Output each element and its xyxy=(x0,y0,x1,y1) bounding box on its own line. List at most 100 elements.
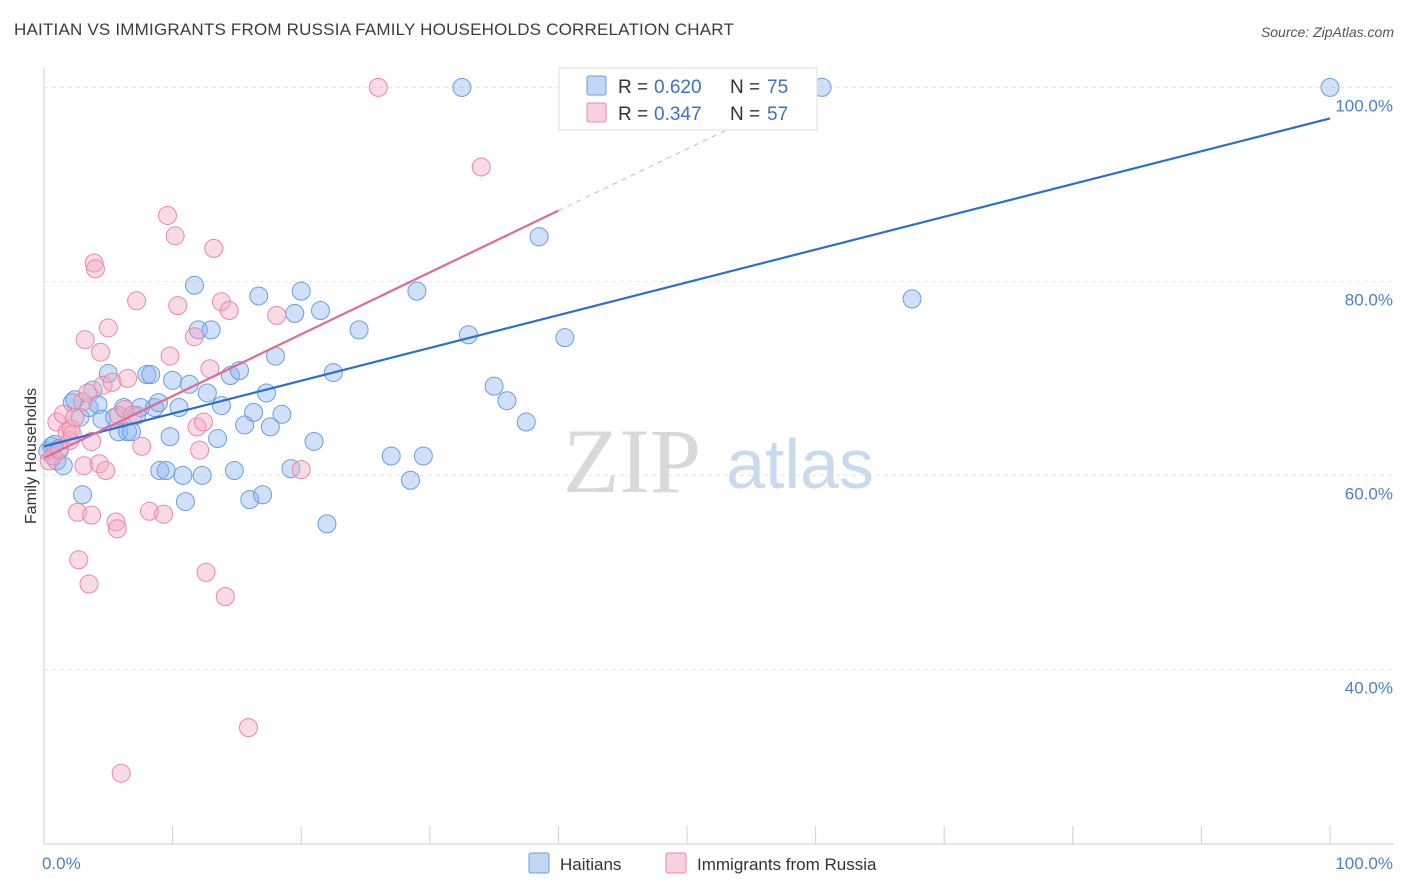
haitians-point xyxy=(192,465,212,485)
haitians-point xyxy=(516,412,536,432)
russia-point xyxy=(368,77,388,97)
haitians-point xyxy=(160,427,180,447)
haitians-point xyxy=(484,376,504,396)
watermark: ZIP atlas xyxy=(563,410,874,512)
haitians-point xyxy=(184,275,204,295)
stats-n-label-russia: N = xyxy=(730,104,760,125)
legend-label-russia: Immigrants from Russia xyxy=(697,855,877,874)
russia-point xyxy=(204,238,224,258)
watermark-atlas: atlas xyxy=(726,425,874,503)
russia-point xyxy=(69,550,89,570)
haitians-point xyxy=(285,303,305,323)
russia-point xyxy=(75,330,95,350)
stats-swatch-haitians xyxy=(586,75,607,96)
haitians-point xyxy=(381,446,401,466)
haitians-point xyxy=(175,492,195,512)
russia-point xyxy=(67,502,87,522)
russia-point xyxy=(193,412,213,432)
gridlines xyxy=(44,86,1394,670)
russia-point xyxy=(291,460,311,480)
y-axis-title: Family Households xyxy=(23,388,40,524)
russia-point xyxy=(471,157,491,177)
stats-r-value-haitians: 0.620 xyxy=(654,77,702,98)
russia-point xyxy=(78,383,98,403)
stats-n-value-haitians: 75 xyxy=(767,77,788,98)
haitians-point xyxy=(249,286,269,306)
haitians-point xyxy=(73,485,93,505)
watermark-zip: ZIP xyxy=(563,410,701,512)
haitians-point xyxy=(163,370,183,390)
russia-point xyxy=(85,259,105,279)
russia-point xyxy=(267,305,287,325)
y-tick-label: 40.0% xyxy=(1345,678,1393,697)
y-tick-label: 100.0% xyxy=(1335,96,1393,115)
russia-point xyxy=(79,574,99,594)
stats-r-label-haitians: R = xyxy=(618,77,648,98)
haitians-point xyxy=(256,383,276,403)
russia-point xyxy=(102,372,122,392)
russia-point xyxy=(91,342,111,362)
haitians-point xyxy=(310,301,330,320)
russia-point xyxy=(184,327,204,347)
stats-swatch-russia xyxy=(586,102,607,123)
russia-point xyxy=(187,417,207,437)
haitians-point xyxy=(304,431,324,451)
russia-trendline xyxy=(43,209,559,459)
haitians-point xyxy=(902,289,922,309)
russia-point xyxy=(168,296,188,316)
haitians-point xyxy=(317,514,337,534)
haitians-point xyxy=(201,320,221,340)
haitians-point xyxy=(413,446,433,466)
haitians-point xyxy=(349,320,369,340)
source-label: Source: ZipAtlas.com xyxy=(1260,24,1394,40)
y-tick-labels: 40.0% 60.0% 80.0% 100.0% xyxy=(1335,96,1393,697)
russia-point xyxy=(154,504,174,524)
russia-point xyxy=(160,346,180,366)
russia-point xyxy=(61,419,81,439)
russia-point xyxy=(118,368,138,388)
haitians-point xyxy=(458,325,478,345)
haitians-point xyxy=(401,470,421,490)
russia-point xyxy=(132,436,152,456)
haitians-trendline xyxy=(43,117,1331,448)
russia-point xyxy=(98,318,118,338)
haitians-point xyxy=(555,328,575,348)
haitians-point xyxy=(141,365,161,385)
haitians-point xyxy=(173,465,193,485)
haitians-point xyxy=(1320,77,1340,97)
haitians-point xyxy=(291,281,311,301)
russia-point xyxy=(139,501,159,521)
russia-point xyxy=(215,587,235,607)
legend-swatch-russia xyxy=(665,852,687,874)
chart-title: HAITIAN VS IMMIGRANTS FROM RUSSIA FAMILY… xyxy=(14,20,735,39)
haitians-point xyxy=(407,281,427,301)
haitians-point xyxy=(240,490,260,510)
haitians-point xyxy=(224,461,244,481)
haitians-point xyxy=(150,461,170,481)
stats-r-label-russia: R = xyxy=(618,104,648,125)
legend-swatch-haitians xyxy=(528,852,550,874)
russia-point xyxy=(157,205,177,225)
russia-point xyxy=(84,253,104,273)
haitians-point xyxy=(253,485,273,505)
russia-point xyxy=(107,519,127,539)
y-tick-label: 80.0% xyxy=(1345,290,1393,309)
x-tick-labels: 0.0% 100.0% xyxy=(42,854,1393,873)
russia-point xyxy=(106,512,126,532)
haitians-point xyxy=(497,391,517,411)
russia-trendline-extension xyxy=(558,86,816,212)
x-tick-label-max: 100.0% xyxy=(1335,854,1393,873)
trendlines xyxy=(43,86,1331,459)
russia-point xyxy=(73,392,93,412)
russia-point xyxy=(165,226,185,246)
russia-point xyxy=(65,407,85,427)
stats-n-value-russia: 57 xyxy=(767,104,788,125)
russia-point xyxy=(111,763,131,783)
legend-label-haitians: Haitians xyxy=(560,855,621,874)
haitians-point xyxy=(244,402,264,422)
russia-point xyxy=(196,562,216,582)
russia-point xyxy=(219,301,239,320)
haitians-point xyxy=(281,459,301,479)
bottom-legend: Haitians Immigrants from Russia xyxy=(528,852,877,874)
